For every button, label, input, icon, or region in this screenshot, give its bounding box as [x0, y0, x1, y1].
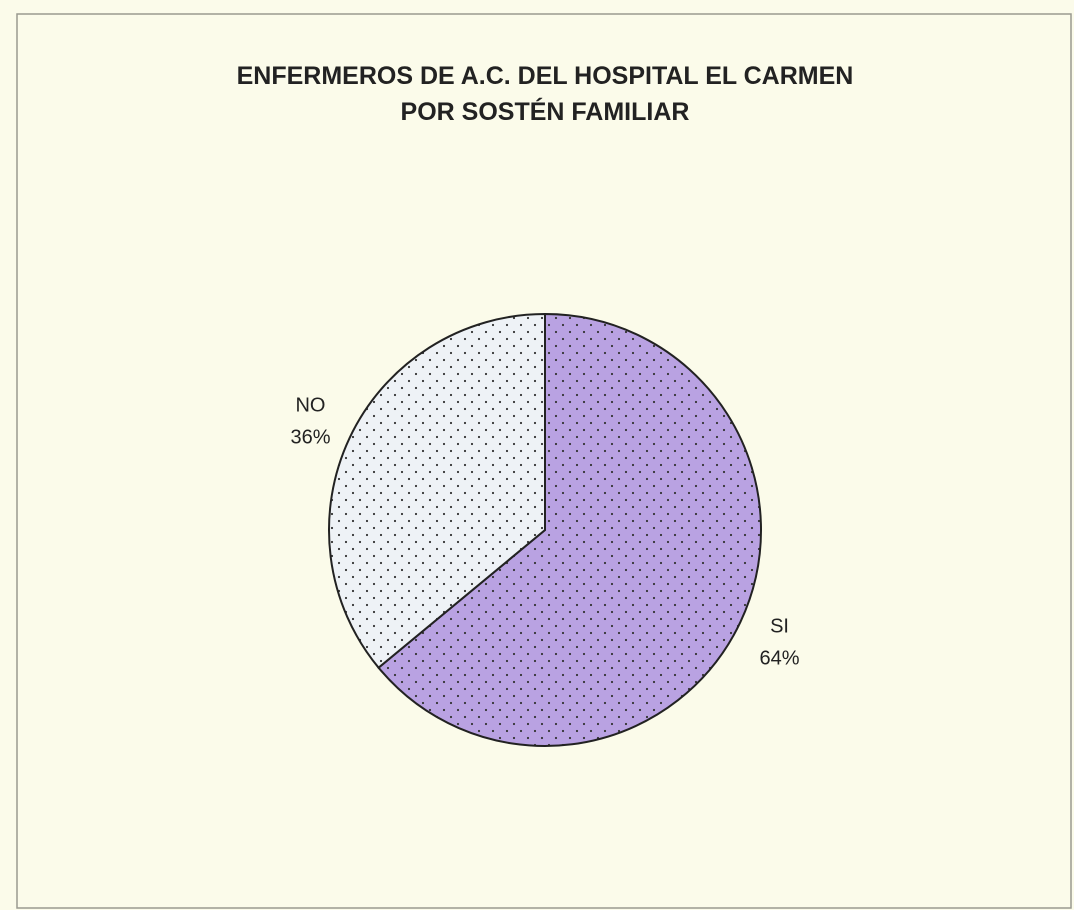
- slice-label: NO: [295, 395, 325, 417]
- slice-label: SI: [770, 615, 789, 637]
- pie-slice: [377, 312, 762, 747]
- chart-title: ENFERMEROS DE A.C. DEL HOSPITAL EL CARME…: [237, 62, 854, 90]
- chart-title: POR SOSTÉN FAMILIAR: [401, 97, 690, 126]
- pie-slice: [328, 312, 546, 670]
- slice-value-label: 36%: [290, 427, 330, 449]
- slice-value-label: 64%: [760, 647, 800, 669]
- frame: [16, 13, 1072, 909]
